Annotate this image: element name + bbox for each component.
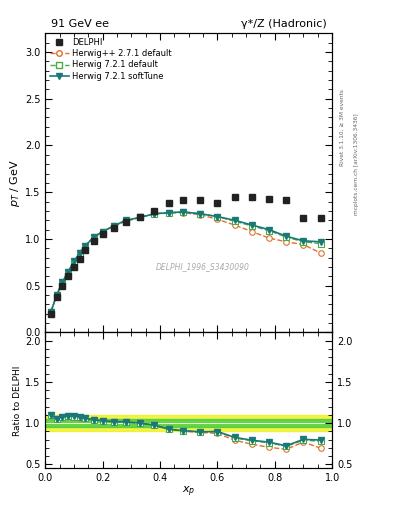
Y-axis label: Ratio to DELPHI: Ratio to DELPHI — [13, 365, 22, 436]
Bar — [45, 419, 332, 428]
X-axis label: $x_p$: $x_p$ — [182, 485, 195, 499]
Text: mcplots.cern.ch [arXiv:1306.3436]: mcplots.cern.ch [arXiv:1306.3436] — [354, 113, 359, 215]
Bar — [45, 415, 332, 432]
Text: DELPHI_1996_S3430090: DELPHI_1996_S3430090 — [156, 262, 250, 271]
Text: Rivet 3.1.10, ≥ 3M events: Rivet 3.1.10, ≥ 3M events — [340, 90, 345, 166]
Text: 91 GeV ee: 91 GeV ee — [51, 19, 109, 29]
Legend: DELPHI, Herwig++ 2.7.1 default, Herwig 7.2.1 default, Herwig 7.2.1 softTune: DELPHI, Herwig++ 2.7.1 default, Herwig 7… — [48, 36, 174, 83]
Y-axis label: $p_T$ / GeV: $p_T$ / GeV — [8, 159, 22, 207]
Text: γ*/Z (Hadronic): γ*/Z (Hadronic) — [241, 19, 326, 29]
